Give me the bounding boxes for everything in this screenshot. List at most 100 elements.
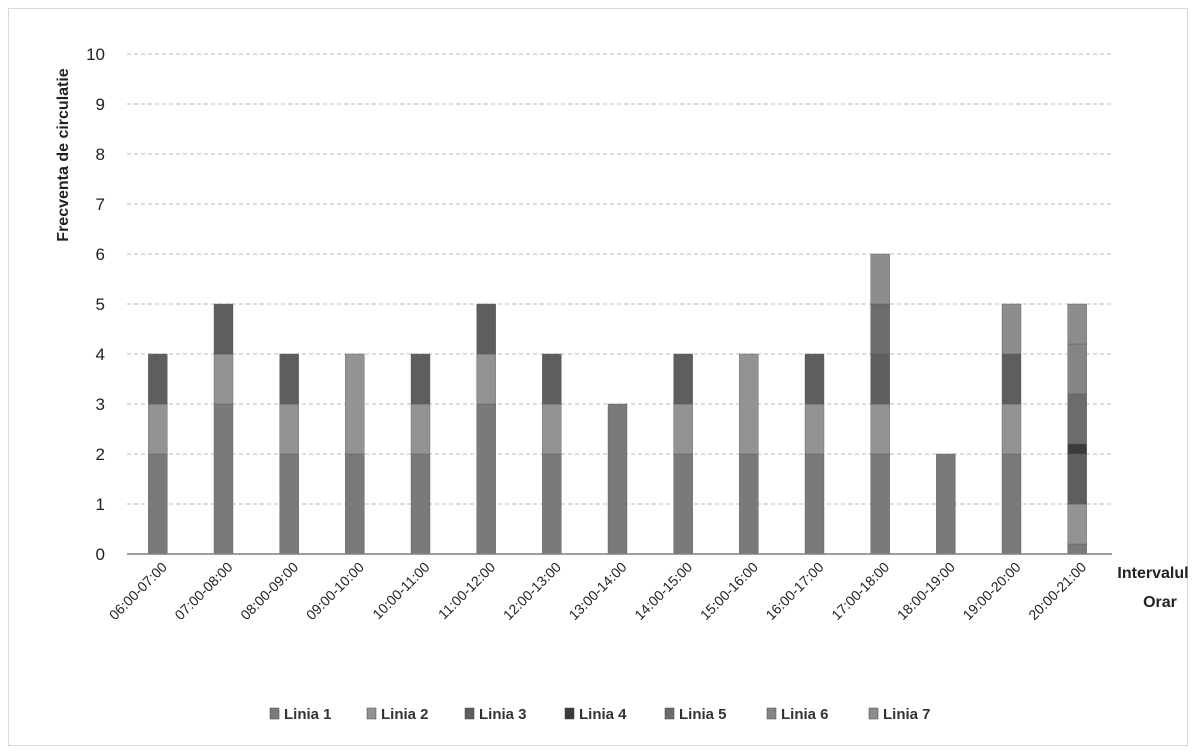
legend-swatch xyxy=(269,707,280,720)
bar-segment xyxy=(804,453,825,555)
bar-segment xyxy=(1067,453,1087,505)
bar-segment xyxy=(673,453,693,555)
bar-segment xyxy=(870,253,890,305)
bar-segment xyxy=(542,453,562,555)
bar-segment xyxy=(1067,393,1087,445)
x-tick-label: 09:00-10:00 xyxy=(303,559,367,623)
y-tick-label: 8 xyxy=(96,145,105,164)
bar-segment xyxy=(870,353,890,405)
bar-segment xyxy=(804,353,825,405)
bar-segment xyxy=(476,353,496,405)
x-tick-label: 17:00-18:00 xyxy=(828,559,892,623)
y-tick-label: 7 xyxy=(96,195,105,214)
legend-swatch xyxy=(366,707,377,720)
legend-item: Linia 4 xyxy=(564,706,627,723)
x-tick-label: 10:00-11:00 xyxy=(369,559,433,623)
x-tick-label: 14:00-15:00 xyxy=(631,559,695,623)
bar-segment xyxy=(279,403,299,455)
bars xyxy=(148,253,1087,555)
x-tick-label: 19:00-20:00 xyxy=(959,559,1023,623)
bar-segment xyxy=(1001,453,1022,555)
y-tick-label: 2 xyxy=(96,445,105,464)
x-axis-title-line-2: Orar xyxy=(1143,594,1177,611)
legend-item: Linia 2 xyxy=(366,706,429,723)
bar-segment xyxy=(213,403,234,555)
bar-segment xyxy=(1067,443,1087,455)
bar-segment xyxy=(804,403,825,455)
x-tick-label: 13:00-14:00 xyxy=(565,559,629,623)
bar-segment xyxy=(542,403,562,455)
y-tick-label: 9 xyxy=(96,95,105,114)
bar-segment xyxy=(410,403,431,455)
y-tick-label: 3 xyxy=(96,395,105,414)
bar-segment xyxy=(870,403,890,455)
y-axis-title: Frecventa de circulatie xyxy=(55,68,72,242)
bar-segment xyxy=(1067,503,1087,545)
bar-segment xyxy=(607,403,628,555)
bar-segment xyxy=(1001,353,1022,405)
y-tick-label: 4 xyxy=(96,345,105,364)
bar-segment xyxy=(739,453,759,555)
legend-item: Linia 3 xyxy=(464,706,527,723)
legend-label: Linia 1 xyxy=(284,706,332,723)
legend-label: Linia 4 xyxy=(579,706,627,723)
y-tick-labels: 0 1 2 3 4 5 6 7 8 9 10 xyxy=(86,45,105,564)
bar-segment xyxy=(279,453,299,555)
legend: Linia 1 Linia 2 Linia 3 Linia 4 Linia 5 Linia… xyxy=(269,706,931,723)
bar-segment xyxy=(1001,303,1022,355)
x-tick-label: 07:00-08:00 xyxy=(171,559,235,623)
y-tick-label: 0 xyxy=(96,545,105,564)
bar-segment xyxy=(410,353,431,405)
legend-item: Linia 7 xyxy=(868,706,931,723)
bar-segment xyxy=(1067,343,1087,395)
bar-segment xyxy=(148,453,168,555)
legend-label: Linia 5 xyxy=(679,706,727,723)
bar-segment xyxy=(148,403,168,455)
x-tick-label: 20:00-21:00 xyxy=(1025,559,1089,623)
legend-item: Linia 6 xyxy=(766,706,829,723)
bar-segment xyxy=(213,303,234,355)
bar-segment xyxy=(410,453,431,555)
legend-swatch xyxy=(664,707,675,720)
bar-segment xyxy=(739,353,759,455)
bar-segment xyxy=(673,403,693,455)
y-tick-label: 6 xyxy=(96,245,105,264)
x-tick-labels: 06:00-07:00 07:00-08:00 08:00-09:00 09:00-1… xyxy=(106,559,1090,623)
bar-segment xyxy=(345,453,365,555)
legend-item: Linia 1 xyxy=(269,706,332,723)
legend-swatch xyxy=(766,707,777,720)
bar-segment xyxy=(1067,543,1087,555)
bar-segment xyxy=(673,353,693,405)
x-tick-label: 16:00-17:00 xyxy=(762,559,826,623)
bar-segment xyxy=(936,453,956,555)
legend-label: Linia 3 xyxy=(479,706,527,723)
chart-frame xyxy=(8,8,1188,746)
y-tick-label: 5 xyxy=(96,295,105,314)
legend-swatch xyxy=(564,707,575,720)
x-tick-label: 11:00-12:00 xyxy=(435,559,499,623)
legend-swatch xyxy=(868,707,879,720)
legend-label: Linia 7 xyxy=(883,706,931,723)
bar-segment xyxy=(1001,403,1022,455)
legend-swatch xyxy=(464,707,475,720)
bar-segment xyxy=(345,353,365,455)
x-tick-label: 06:00-07:00 xyxy=(106,559,170,623)
bar-segment xyxy=(279,353,299,405)
bar-segment xyxy=(542,353,562,405)
bar-segment xyxy=(476,303,496,355)
x-tick-label: 18:00-19:00 xyxy=(894,559,958,623)
bar-segment xyxy=(476,403,496,555)
legend-item: Linia 5 xyxy=(664,706,727,723)
bar-segment xyxy=(870,453,890,555)
x-axis-title-line-1: Intervalul xyxy=(1117,565,1188,582)
x-tick-label: 12:00-13:00 xyxy=(500,559,564,623)
y-tick-label: 10 xyxy=(86,45,105,64)
legend-label: Linia 6 xyxy=(781,706,829,723)
x-tick-label: 08:00-09:00 xyxy=(237,559,301,623)
x-tick-label: 15:00-16:00 xyxy=(697,559,761,623)
legend-label: Linia 2 xyxy=(381,706,429,723)
bar-segment xyxy=(870,303,890,355)
bar-segment xyxy=(213,353,234,405)
y-tick-label: 1 xyxy=(96,495,105,514)
